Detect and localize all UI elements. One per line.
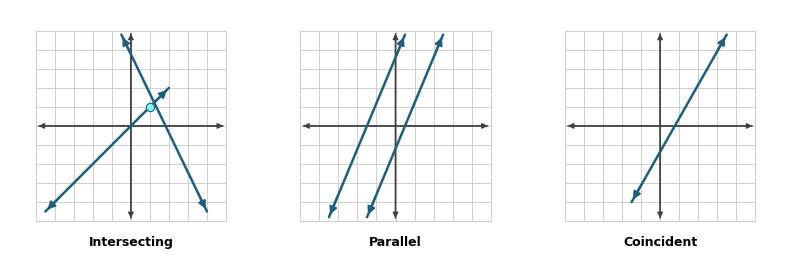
Text: Parallel: Parallel: [369, 236, 422, 249]
Text: Intersecting: Intersecting: [89, 236, 173, 249]
Text: Coincident: Coincident: [623, 236, 697, 249]
